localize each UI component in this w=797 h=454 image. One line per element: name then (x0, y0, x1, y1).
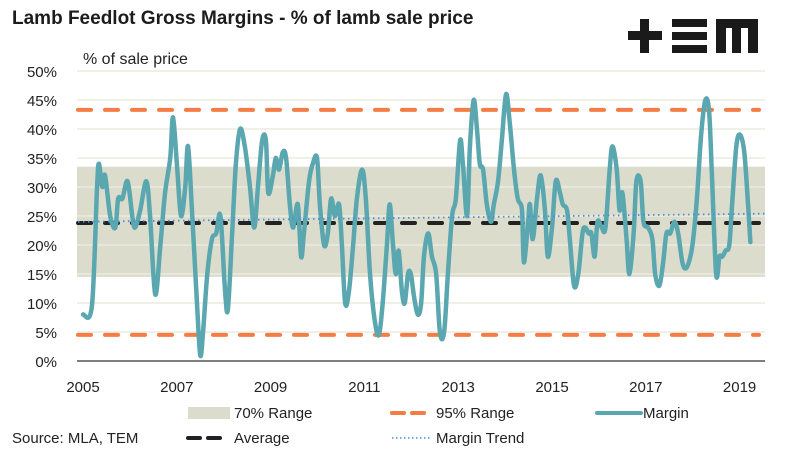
x-tick-label: 2019 (723, 379, 756, 396)
plus-logo-glyph (628, 19, 662, 53)
y-tick-label: 20% (27, 238, 57, 255)
x-tick-label: 2017 (629, 379, 662, 396)
legend-label: 95% Range (436, 405, 515, 422)
y-tick-label: 10% (27, 296, 57, 313)
margin-series-line (80, 91, 753, 359)
y-tick-label: 15% (27, 267, 57, 284)
legend-label: Average (234, 430, 290, 447)
legend-swatch-band (188, 407, 230, 419)
legend-swatch-solid-teal (595, 411, 643, 415)
legend-label: Margin (643, 405, 689, 422)
equals-logo-glyph (672, 19, 707, 53)
x-tick-label: 2015 (535, 379, 568, 396)
x-tick-label: 2011 (348, 379, 380, 396)
legend-swatch-dotted-blue (392, 437, 430, 439)
legend-item-95-range: 95% Range (390, 405, 514, 422)
source-note: Source: MLA, TEM (12, 430, 139, 447)
legend-item-margin-trend: Margin Trend (390, 430, 524, 447)
x-tick-label: 2005 (66, 379, 99, 396)
y-tick-label: 40% (27, 122, 57, 139)
legend-item-average: Average (186, 430, 290, 447)
y-tick-label: 5% (35, 325, 57, 342)
y-tick-label: 30% (27, 180, 57, 197)
legend-label: 70% Range (234, 405, 313, 422)
legend-label: Margin Trend (436, 430, 525, 447)
x-tick-label: 2009 (254, 379, 287, 396)
legend-swatch-dashed-orange (390, 411, 432, 415)
legend-item-margin: Margin (595, 405, 689, 422)
y-tick-label: 25% (27, 209, 57, 226)
tem-logo (628, 19, 758, 53)
y-tick-label: 50% (27, 64, 57, 81)
legend-item-70-range: 70% Range (188, 405, 312, 422)
legend-swatch-dashed-black (186, 436, 230, 440)
y-tick-label: 0% (35, 354, 57, 371)
m-logo-glyph (716, 19, 758, 53)
x-tick-label: 2007 (160, 379, 193, 396)
y-tick-label: 35% (27, 151, 57, 168)
y-axis-label: % of sale price (83, 51, 188, 68)
chart-title: Lamb Feedlot Gross Margins - % of lamb s… (12, 8, 474, 29)
y-tick-label: 45% (27, 93, 57, 110)
x-tick-label: 2013 (442, 379, 475, 396)
